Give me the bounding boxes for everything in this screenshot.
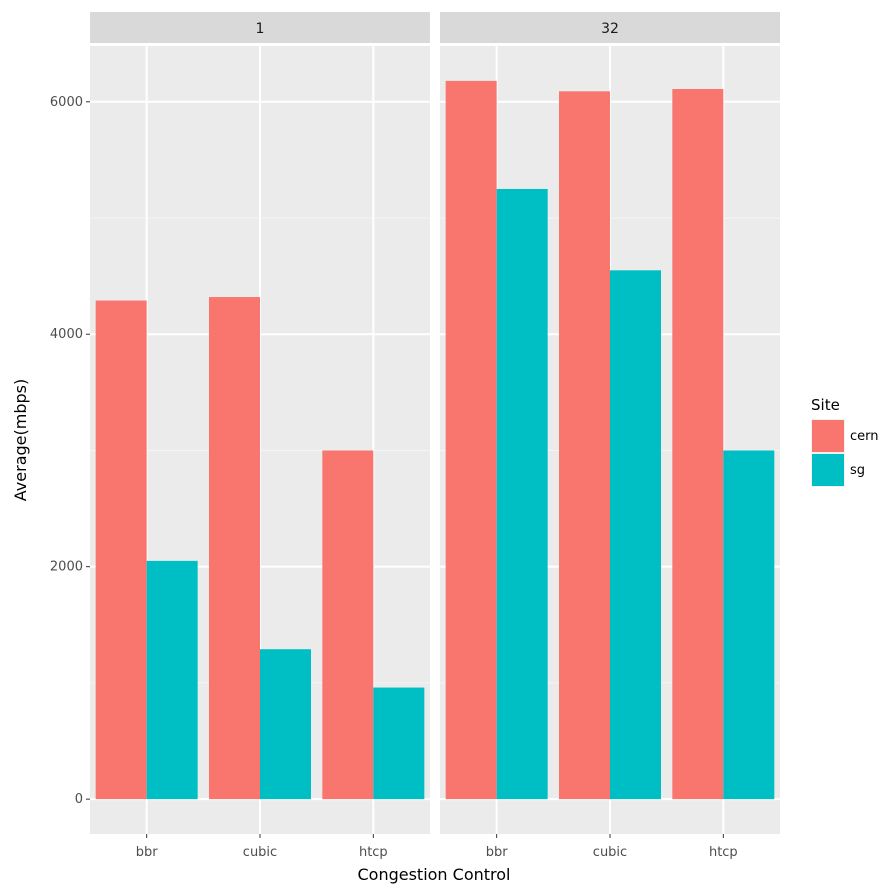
facet-panel-1: 1 bbr cubic htcp — [90, 12, 430, 860]
y-tick-label: 0 — [75, 792, 83, 807]
y-tick-label: 4000 — [50, 327, 83, 342]
facet-strip-label: 1 — [256, 21, 265, 37]
bar-sg-cubic — [260, 649, 311, 800]
bar-sg-htcp — [723, 450, 775, 800]
legend-label-cern: cern — [850, 429, 879, 444]
x-tick-label: bbr — [136, 845, 159, 860]
legend: Site cern sg — [811, 396, 879, 487]
bar-sg-bbr — [496, 188, 548, 800]
bar-sg-bbr — [146, 560, 198, 800]
bar-cern-htcp — [322, 450, 374, 800]
y-axis: 0 2000 4000 6000 — [50, 95, 90, 807]
panels: 1 bbr cubic htcp 32 bbr cubic htcp — [90, 12, 780, 860]
bar-sg-cubic — [610, 270, 661, 800]
legend-title: Site — [811, 396, 840, 414]
facet-strip-label: 32 — [601, 21, 619, 37]
x-tick-label: cubic — [593, 845, 627, 860]
facet-strip — [440, 12, 780, 43]
bar-sg-htcp — [373, 687, 425, 800]
bar-cern-bbr — [445, 80, 497, 800]
legend-key-sg — [812, 454, 844, 486]
facet-strip — [90, 12, 430, 43]
x-tick-label: htcp — [359, 845, 388, 860]
x-tick-label: bbr — [486, 845, 509, 860]
x-tick-label: cubic — [243, 845, 277, 860]
y-tick-label: 6000 — [50, 95, 83, 110]
bar-cern-cubic — [559, 91, 610, 800]
x-axis-title: Congestion Control — [357, 865, 510, 884]
x-tick-label: htcp — [709, 845, 738, 860]
y-tick-label: 2000 — [50, 560, 83, 575]
legend-key-cern — [812, 420, 844, 452]
y-axis-title: Average(mbps) — [11, 379, 30, 501]
legend-label-sg: sg — [850, 463, 865, 478]
facet-panel-32: 32 bbr cubic htcp — [440, 12, 780, 860]
bar-cern-cubic — [209, 297, 260, 800]
bar-cern-bbr — [95, 300, 147, 800]
bar-cern-htcp — [672, 89, 724, 800]
